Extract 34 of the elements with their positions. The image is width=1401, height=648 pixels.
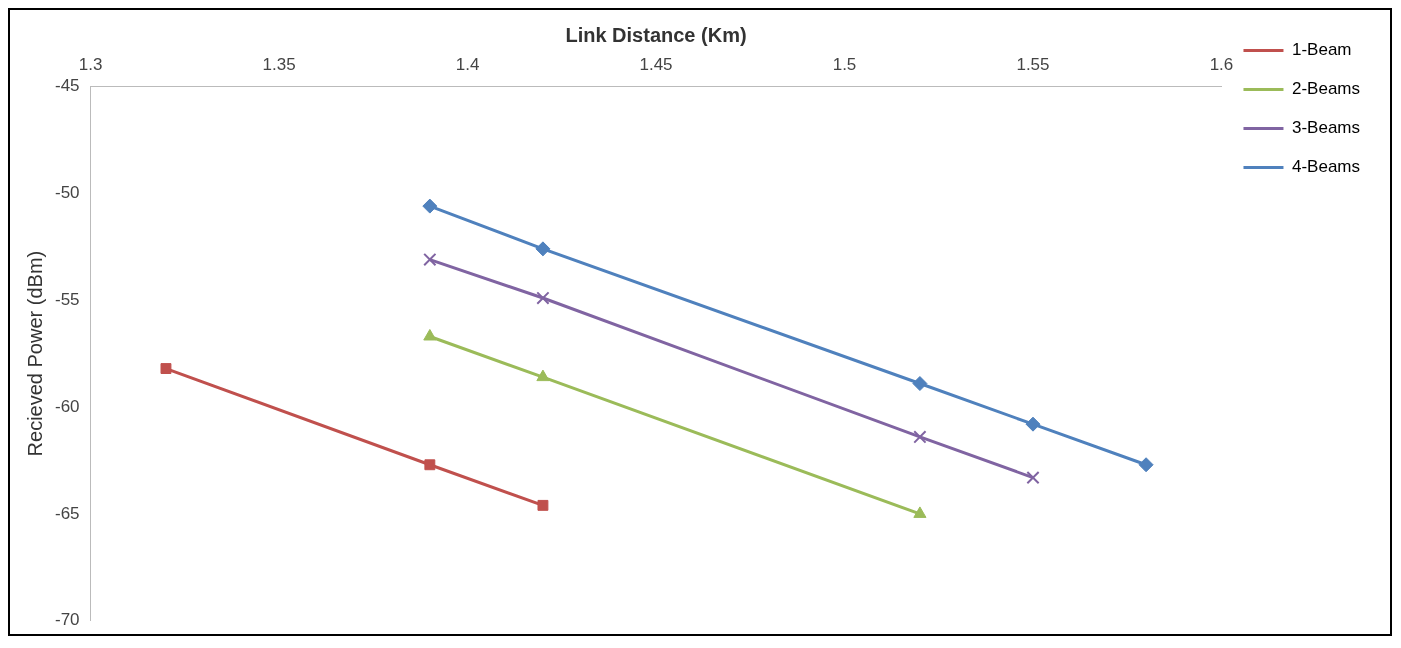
x-tick-label: 1.4 xyxy=(455,54,480,74)
x-axis-title: Link Distance (Km) xyxy=(565,23,747,46)
x-tick-label: 1.45 xyxy=(639,54,673,74)
point xyxy=(535,241,551,257)
legend-label: 3-Beams xyxy=(1291,118,1361,138)
point xyxy=(423,252,437,267)
y-tick-label: -50 xyxy=(54,182,80,202)
y-axis-title: Recieved Power (dBm) xyxy=(23,250,46,457)
point xyxy=(424,459,436,471)
point xyxy=(537,499,549,511)
point xyxy=(423,329,437,341)
point xyxy=(1026,470,1040,485)
legend-label: 2-Beams xyxy=(1291,79,1361,99)
x-tick-label: 1.3 xyxy=(78,54,103,74)
x-tick-label: 1.55 xyxy=(1016,54,1050,74)
point xyxy=(536,291,550,305)
x-tick-label: 1.5 xyxy=(832,54,857,74)
legend-label: 4-Beams xyxy=(1291,157,1361,177)
point xyxy=(913,506,927,518)
point xyxy=(160,363,172,375)
legend-label: 1-Beam xyxy=(1291,40,1352,60)
point xyxy=(1025,416,1041,432)
point xyxy=(1138,457,1154,473)
y-tick-label: -70 xyxy=(54,610,80,630)
point xyxy=(536,369,550,382)
y-tick-label: -55 xyxy=(54,289,80,309)
y-tick-label: -60 xyxy=(54,396,80,416)
y-tick-label: -45 xyxy=(54,76,80,96)
y-tick-label: -65 xyxy=(54,503,80,523)
x-tick-label: 1.6 xyxy=(1209,54,1234,74)
point xyxy=(912,376,928,392)
x-tick-label: 1.35 xyxy=(262,54,296,74)
point xyxy=(913,430,927,444)
point xyxy=(422,198,438,214)
